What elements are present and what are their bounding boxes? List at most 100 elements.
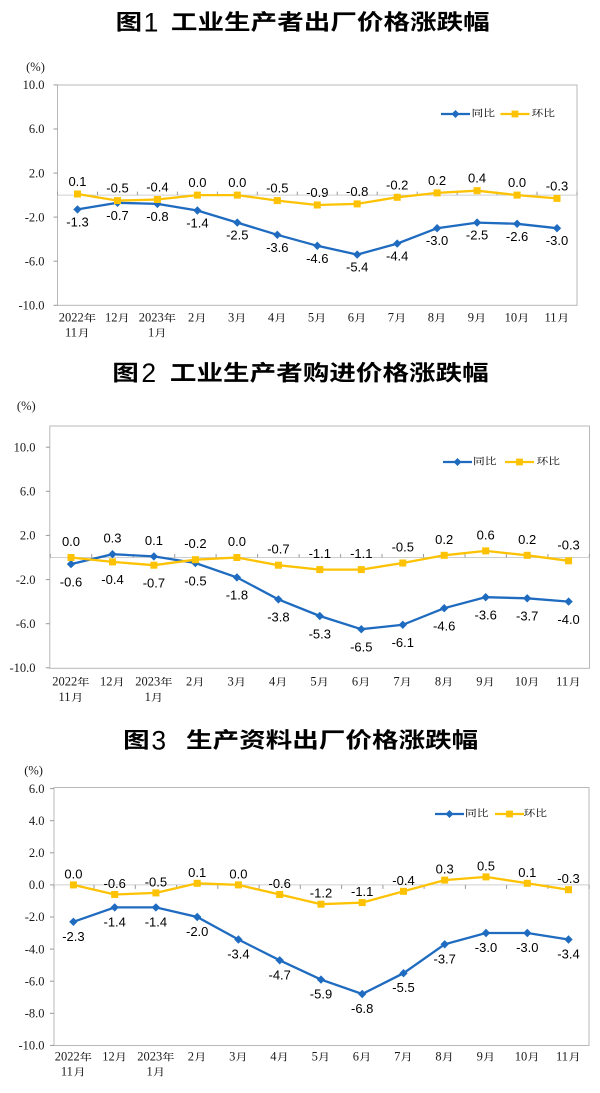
svg-text:0.1: 0.1	[188, 865, 206, 880]
svg-text:0.1: 0.1	[68, 174, 86, 189]
svg-text:(%): (%)	[26, 60, 45, 74]
svg-text:-1.3: -1.3	[66, 214, 88, 229]
svg-text:-0.5: -0.5	[392, 540, 414, 555]
svg-text:2023: 2023	[139, 311, 164, 325]
svg-text:1: 1	[144, 7, 159, 37]
svg-text:3: 3	[228, 311, 234, 325]
svg-text:0.0: 0.0	[64, 866, 82, 881]
svg-text:10.0: 10.0	[14, 440, 36, 454]
svg-text:10: 10	[505, 311, 517, 325]
svg-text:-3.8: -3.8	[267, 610, 289, 625]
svg-text:2023: 2023	[137, 1050, 162, 1064]
svg-text:-5.9: -5.9	[310, 987, 332, 1002]
svg-text:-4.6: -4.6	[306, 251, 328, 266]
svg-text:-1.2: -1.2	[310, 886, 332, 901]
svg-text:2.0: 2.0	[20, 529, 36, 543]
svg-text:-2.6: -2.6	[506, 229, 528, 244]
svg-text:-1.4: -1.4	[186, 216, 208, 231]
svg-text:4: 4	[270, 1050, 277, 1064]
svg-text:-1.8: -1.8	[226, 588, 248, 603]
svg-text:-3.0: -3.0	[516, 940, 538, 955]
svg-text:0.0: 0.0	[229, 866, 247, 881]
svg-text:6.0: 6.0	[29, 782, 45, 796]
svg-text:2022: 2022	[52, 675, 77, 689]
svg-text:0.1: 0.1	[518, 865, 536, 880]
svg-text:-1.1: -1.1	[350, 546, 372, 561]
svg-text:-6.1: -6.1	[392, 635, 414, 650]
svg-text:-0.7: -0.7	[106, 208, 128, 223]
svg-text:-4.0: -4.0	[557, 612, 579, 627]
svg-text:-2.0: -2.0	[16, 573, 36, 587]
svg-text:-0.7: -0.7	[143, 576, 165, 591]
svg-text:0.0: 0.0	[228, 534, 246, 549]
svg-text:6.0: 6.0	[20, 485, 36, 499]
svg-text:11: 11	[59, 690, 71, 704]
svg-text:11: 11	[556, 675, 568, 689]
svg-text:-0.4: -0.4	[392, 873, 414, 888]
svg-text:0.2: 0.2	[428, 173, 446, 188]
svg-text:-3.0: -3.0	[546, 233, 568, 248]
svg-text:2022: 2022	[59, 311, 84, 325]
svg-text:5: 5	[310, 675, 316, 689]
svg-text:-4.7: -4.7	[268, 967, 290, 982]
svg-text:2.0: 2.0	[29, 166, 45, 180]
svg-text:-0.5: -0.5	[145, 874, 167, 889]
svg-text:10.0: 10.0	[23, 78, 45, 92]
svg-text:-0.4: -0.4	[101, 572, 123, 587]
svg-text:-1.4: -1.4	[103, 914, 125, 929]
svg-text:-6.8: -6.8	[351, 1001, 373, 1016]
svg-text:6: 6	[353, 1050, 359, 1064]
svg-text:-0.2: -0.2	[184, 536, 206, 551]
svg-text:3: 3	[229, 1050, 235, 1064]
svg-text:2: 2	[186, 675, 192, 689]
svg-text:0.3: 0.3	[103, 531, 121, 546]
svg-text:8: 8	[428, 311, 434, 325]
svg-text:-3.0: -3.0	[475, 940, 497, 955]
svg-text:11: 11	[556, 1050, 568, 1064]
svg-text:7: 7	[394, 1050, 400, 1064]
svg-text:4.0: 4.0	[29, 814, 45, 828]
svg-text:2: 2	[188, 311, 194, 325]
svg-text:-0.8: -0.8	[146, 209, 168, 224]
svg-text:-1.1: -1.1	[309, 546, 331, 561]
svg-text:5: 5	[312, 1050, 318, 1064]
svg-text:-0.8: -0.8	[346, 184, 368, 199]
svg-text:-0.2: -0.2	[386, 177, 408, 192]
svg-text:0.5: 0.5	[477, 858, 495, 873]
svg-text:-0.5: -0.5	[184, 573, 206, 588]
svg-text:0.4: 0.4	[468, 171, 486, 186]
svg-text:0.0: 0.0	[228, 175, 246, 190]
svg-text:-5.3: -5.3	[309, 626, 331, 641]
svg-text:6: 6	[348, 311, 354, 325]
svg-text:9: 9	[468, 311, 474, 325]
svg-text:-0.6: -0.6	[103, 876, 125, 891]
svg-text:-1.4: -1.4	[145, 914, 167, 929]
svg-text:7: 7	[393, 675, 399, 689]
svg-text:1: 1	[147, 1065, 153, 1079]
svg-text:-0.3: -0.3	[557, 871, 579, 886]
svg-text:-0.6: -0.6	[60, 574, 82, 589]
svg-text:-10.0: -10.0	[18, 1039, 44, 1053]
svg-text:0.3: 0.3	[436, 862, 454, 877]
svg-text:8: 8	[435, 675, 441, 689]
svg-text:-6.0: -6.0	[16, 617, 36, 631]
svg-text:2023: 2023	[135, 675, 160, 689]
svg-text:9: 9	[477, 1050, 483, 1064]
svg-text:1: 1	[145, 690, 151, 704]
svg-text:-2.0: -2.0	[25, 210, 45, 224]
svg-text:-6.5: -6.5	[350, 640, 372, 655]
svg-text:0.0: 0.0	[62, 534, 80, 549]
svg-text:7: 7	[388, 311, 394, 325]
svg-text:(%): (%)	[24, 764, 43, 778]
svg-text:11: 11	[61, 1065, 73, 1079]
svg-text:0.2: 0.2	[518, 532, 536, 547]
svg-text:0.6: 0.6	[477, 527, 495, 542]
svg-text:-2.3: -2.3	[62, 929, 84, 944]
svg-text:(%): (%)	[17, 399, 36, 413]
svg-text:-2.0: -2.0	[186, 924, 208, 939]
svg-text:-0.9: -0.9	[306, 185, 328, 200]
svg-text:12: 12	[100, 675, 113, 689]
svg-text:11: 11	[65, 326, 77, 340]
svg-text:-2.5: -2.5	[466, 228, 488, 243]
svg-text:-3.6: -3.6	[474, 608, 496, 623]
